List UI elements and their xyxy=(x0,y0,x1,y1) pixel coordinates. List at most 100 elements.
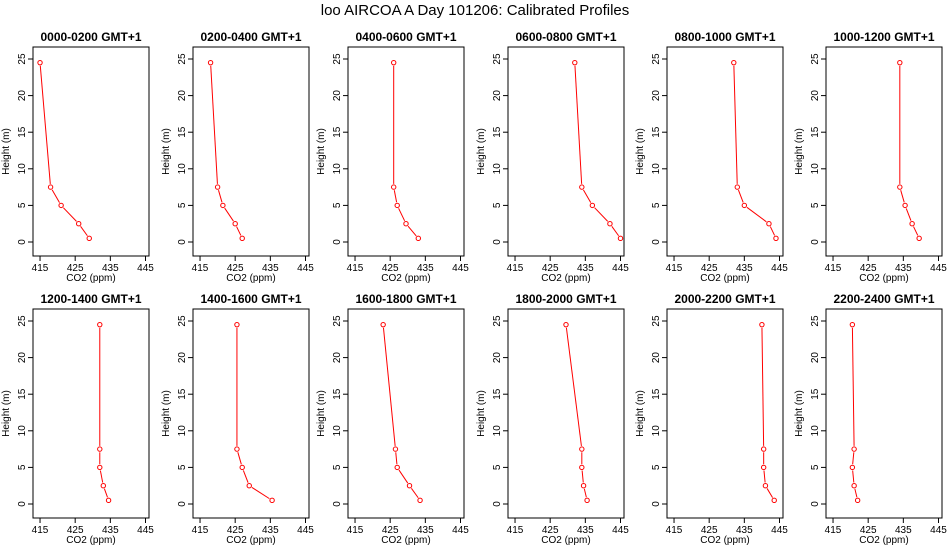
panel-10-point xyxy=(563,321,569,328)
panel-7-ytick-label: 25 xyxy=(17,315,28,327)
panel-11-point xyxy=(759,321,765,328)
panel-2-point xyxy=(232,221,238,227)
panel-5-ytick-label: 0 xyxy=(651,239,662,245)
panel-5-ytick-label: 25 xyxy=(651,53,662,65)
panel-1-ylabel: Height (m) xyxy=(1,128,12,175)
panel-10-point xyxy=(579,464,585,471)
panel-3-xtick-label: 435 xyxy=(417,263,434,274)
panel-10-series-segment xyxy=(583,488,587,498)
panel-9-ylabel: Height (m) xyxy=(316,390,327,437)
panel-8-xtick-label: 435 xyxy=(262,525,279,536)
panel-2-ylabel: Height (m) xyxy=(161,128,172,175)
panel-6-point xyxy=(897,59,903,66)
panel-12: 2200-2400 GMT+1 415 425 435 445 0 5 10 15 20 25 CO2… xyxy=(794,292,947,546)
panel-2-title: 0200-0400 GMT+1 xyxy=(200,30,301,44)
panel-7-xtick-label: 415 xyxy=(32,525,49,536)
panel-4-xtick-label: 425 xyxy=(542,263,559,274)
panel-1-ytick-label: 5 xyxy=(17,202,28,208)
panel-8-ytick-label: 0 xyxy=(177,501,188,507)
panel-5-ytick-label: 15 xyxy=(651,126,662,138)
panel-5-series-segment xyxy=(733,65,738,184)
panel-11-ytick-label: 10 xyxy=(651,425,662,437)
panel-11-title: 2000-2200 GMT+1 xyxy=(674,292,775,306)
panel-2-ytick-label: 25 xyxy=(177,53,188,65)
panel-10-xtick-label: 445 xyxy=(612,525,629,536)
panel-12-ytick-label: 5 xyxy=(810,464,821,470)
panel-8-point xyxy=(246,483,252,489)
panel-8-series-segment xyxy=(251,487,270,500)
panel-6-ytick-label: 15 xyxy=(810,126,821,138)
panel-9-point xyxy=(417,497,423,504)
panel-12-point xyxy=(851,446,857,452)
panel-1-xtick-label: 415 xyxy=(32,263,49,274)
panel-6-ytick-label: 20 xyxy=(810,90,821,102)
panel-2-series-segment xyxy=(224,207,234,222)
panel-8-xtick-label: 445 xyxy=(297,525,314,536)
panel-11-point xyxy=(762,483,769,489)
panel-2-xtick-label: 415 xyxy=(192,263,209,274)
panel-12-xlabel: CO2 (ppm) xyxy=(859,535,908,546)
panel-10-series-segment xyxy=(565,327,582,446)
panel-10-ytick-label: 0 xyxy=(492,501,503,507)
panel-9-ytick-label: 20 xyxy=(332,352,343,364)
panel-9-ytick-label: 5 xyxy=(332,464,343,470)
panel-10-xtick-label: 415 xyxy=(507,525,524,536)
panel-9-point xyxy=(406,483,413,489)
panel-5-point xyxy=(741,202,748,209)
panel-2-point xyxy=(239,235,245,242)
panel-1-ytick-label: 25 xyxy=(17,53,28,65)
panel-9-series-segment xyxy=(382,327,396,446)
panel-2-ytick-label: 15 xyxy=(177,126,188,138)
panel-4-ytick-label: 25 xyxy=(492,53,503,65)
panel-5-point xyxy=(731,59,737,66)
panel-1-series-segment xyxy=(80,226,88,237)
panel-6-point xyxy=(902,202,908,209)
panel-9-ytick-label: 0 xyxy=(332,501,343,507)
panel-8-xlabel: CO2 (ppm) xyxy=(226,535,275,546)
panel-4-xtick-label: 415 xyxy=(507,263,524,274)
panel-4-xlabel: CO2 (ppm) xyxy=(541,273,590,284)
panel-8-ytick-label: 20 xyxy=(177,352,188,364)
panel-1-ytick-label: 0 xyxy=(17,239,28,245)
panel-3-point xyxy=(390,184,397,190)
panel-8-frame xyxy=(192,308,310,519)
panel-5-xlabel: CO2 (ppm) xyxy=(700,273,749,284)
panel-6-series-segment xyxy=(905,208,912,221)
panel-9-ytick-label: 25 xyxy=(332,315,343,327)
panel-4-xtick-label: 445 xyxy=(612,263,629,274)
panel-10: 1800-2000 GMT+1 415 425 435 445 0 5 10 15 20 25 CO2… xyxy=(476,292,629,546)
panel-5-point xyxy=(734,184,741,190)
panel-2-ytick-label: 10 xyxy=(177,163,188,175)
panel-3-xlabel: CO2 (ppm) xyxy=(381,273,430,284)
panel-1-point xyxy=(58,202,64,209)
panel-8-ytick-label: 15 xyxy=(177,388,188,400)
panel-5-series-segment xyxy=(769,226,776,236)
panel-3-series-segment xyxy=(393,190,398,203)
panel-3-frame xyxy=(347,46,465,257)
panel-5-point xyxy=(766,221,772,227)
panel-9-xtick-label: 435 xyxy=(417,525,434,536)
panel-6-point xyxy=(909,221,915,227)
panel-12-point xyxy=(849,464,856,471)
panel-6: 1000-1200 GMT+1 415 425 435 445 0 5 10 15 20 25 CO2… xyxy=(794,30,947,284)
panel-6-point xyxy=(897,184,903,190)
panel-11-ytick-label: 20 xyxy=(651,352,662,364)
panel-8-ytick-label: 5 xyxy=(177,464,188,470)
panel-6-xtick-label: 415 xyxy=(825,263,842,274)
panel-1-point xyxy=(75,221,82,227)
panel-6-point xyxy=(916,235,922,242)
panel-1-xtick-label: 445 xyxy=(137,263,154,274)
panel-4-series-segment xyxy=(582,189,592,203)
panel-2-point xyxy=(214,184,221,190)
panel-12-series-segment xyxy=(852,470,855,483)
panel-8-point xyxy=(234,446,240,452)
panel-6-xtick-label: 425 xyxy=(860,263,877,274)
page-title: loo AIRCOA A Day 101206: Calibrated Prof… xyxy=(320,2,630,19)
panel-2: 0200-0400 GMT+1 415 425 435 445 0 5 10 15 20 25 CO2… xyxy=(161,30,314,284)
panel-3-ytick-label: 20 xyxy=(332,90,343,102)
panel-6-ylabel: Height (m) xyxy=(794,128,805,175)
panel-1-point xyxy=(47,184,54,190)
panel-5-ytick-label: 20 xyxy=(651,90,662,102)
panel-2-xtick-label: 445 xyxy=(297,263,314,274)
panel-4-series-segment xyxy=(611,226,620,237)
